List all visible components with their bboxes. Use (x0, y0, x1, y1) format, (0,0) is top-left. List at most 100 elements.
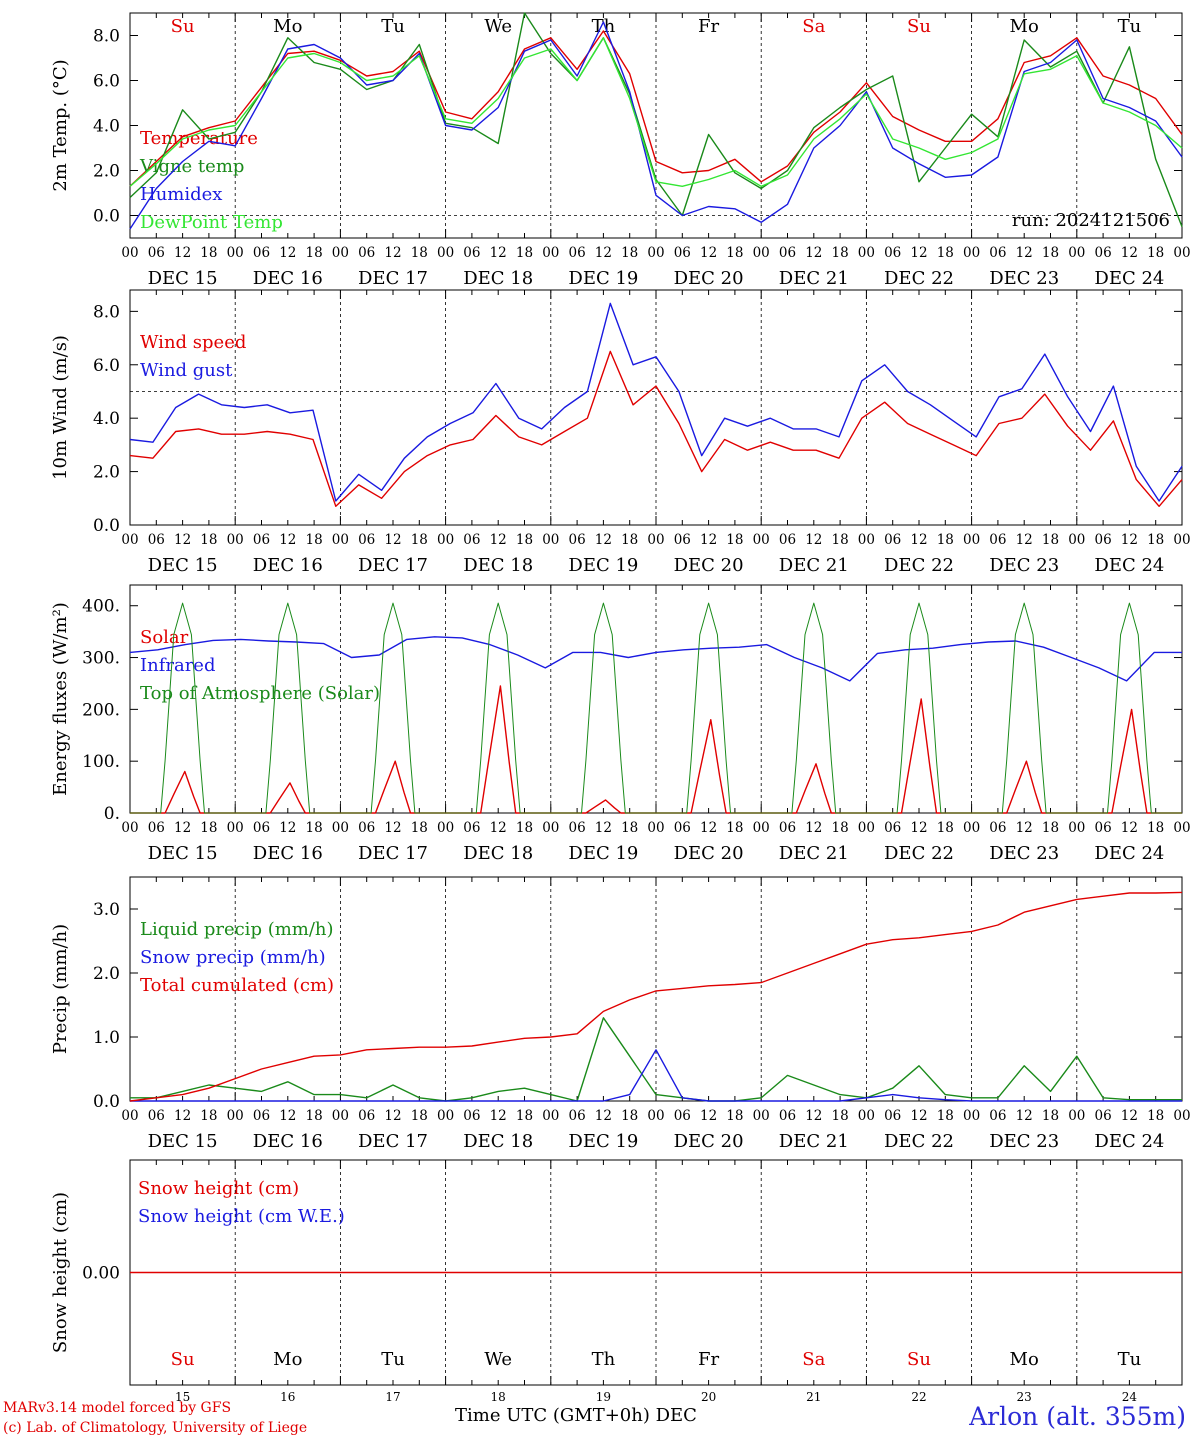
hour-tick-label: 00 (332, 820, 349, 836)
hour-tick-label: 18 (516, 245, 533, 261)
date-label: DEC 21 (779, 555, 849, 576)
hour-tick-label: 12 (279, 1108, 296, 1124)
hour-tick-label: 00 (121, 1108, 138, 1124)
date-label: DEC 22 (884, 843, 954, 864)
hour-tick-label: 18 (1147, 1108, 1164, 1124)
y-tick-label: 300. (82, 649, 120, 669)
hour-tick-label: 18 (832, 820, 849, 836)
hour-tick-label: 00 (963, 532, 980, 548)
hour-tick-label: 00 (121, 820, 138, 836)
hour-tick-label: 00 (753, 1108, 770, 1124)
y-tick-label: 1.0 (93, 1028, 120, 1048)
date-label: DEC 15 (148, 843, 218, 864)
date-label: DEC 17 (358, 1131, 428, 1152)
hour-tick-label: 12 (490, 820, 507, 836)
hour-tick-label: 12 (595, 532, 612, 548)
hour-tick-label: 06 (884, 820, 901, 836)
hour-tick-label: 06 (779, 245, 796, 261)
hour-tick-label: 00 (332, 245, 349, 261)
hour-tick-label: 06 (253, 245, 270, 261)
y-tick-label: 2.0 (93, 162, 120, 182)
hour-tick-label: 06 (989, 820, 1006, 836)
hour-tick-label: 00 (121, 532, 138, 548)
day-number-label: 20 (701, 1390, 716, 1404)
hour-tick-label: 18 (937, 1108, 954, 1124)
day-number-label: 15 (175, 1390, 190, 1404)
date-label: DEC 18 (463, 268, 533, 289)
date-label: DEC 23 (989, 1131, 1059, 1152)
hour-tick-label: 00 (437, 820, 454, 836)
y-tick-label: 0.0 (93, 516, 120, 536)
hour-tick-label: 12 (805, 820, 822, 836)
weekday-label: Su (907, 16, 931, 37)
hour-tick-label: 06 (358, 532, 375, 548)
weekday-label: Mo (1010, 1349, 1039, 1370)
hour-tick-label: 00 (542, 532, 559, 548)
day-number-label: 18 (491, 1390, 506, 1404)
date-label: DEC 20 (674, 843, 744, 864)
hour-tick-label: 00 (753, 245, 770, 261)
y-tick-label: 3.0 (93, 900, 120, 920)
y-tick-label: 0.00 (82, 1264, 120, 1284)
series-line-0-3 (129, 37, 1183, 188)
hour-tick-label: 18 (1042, 1108, 1059, 1124)
hour-tick-label: 18 (411, 820, 428, 836)
hour-tick-label: 12 (1121, 532, 1138, 548)
hour-tick-label: 00 (1068, 1108, 1085, 1124)
date-label: DEC 15 (148, 268, 218, 289)
weekday-label: Tu (381, 16, 405, 37)
hour-tick-label: 06 (884, 1108, 901, 1124)
day-number-label: 17 (385, 1390, 400, 1404)
legend-label: DewPoint Temp (140, 212, 283, 233)
hour-tick-label: 18 (306, 532, 323, 548)
date-label: DEC 23 (989, 555, 1059, 576)
weekday-label: Th (592, 1349, 616, 1370)
hour-tick-label: 00 (647, 245, 664, 261)
hour-tick-label: 00 (1068, 245, 1085, 261)
hour-tick-label: 18 (516, 820, 533, 836)
date-label: DEC 16 (253, 843, 323, 864)
hour-tick-label: 00 (753, 820, 770, 836)
hour-tick-label: 12 (174, 1108, 191, 1124)
hour-tick-label: 06 (1095, 820, 1112, 836)
station-name: Arlon (alt. 355m) (969, 1402, 1186, 1431)
hour-tick-label: 18 (621, 1108, 638, 1124)
weekday-label: Tu (1118, 1349, 1142, 1370)
legend-label: Wind gust (140, 360, 233, 381)
hour-tick-label: 18 (306, 245, 323, 261)
date-label: DEC 15 (148, 1131, 218, 1152)
hour-tick-label: 12 (1016, 532, 1033, 548)
hour-tick-label: 18 (200, 245, 217, 261)
hour-tick-label: 12 (384, 532, 401, 548)
hour-tick-label: 12 (1016, 820, 1033, 836)
hour-tick-label: 00 (542, 1108, 559, 1124)
hour-tick-label: 06 (463, 532, 480, 548)
hour-tick-label: 18 (1147, 245, 1164, 261)
hour-tick-label: 18 (621, 532, 638, 548)
hour-tick-label: 00 (542, 245, 559, 261)
y-tick-label: 8.0 (93, 302, 120, 322)
hour-tick-label: 00 (647, 1108, 664, 1124)
hour-tick-label: 06 (569, 1108, 586, 1124)
hour-tick-label: 06 (253, 532, 270, 548)
weekday-label: We (484, 16, 512, 37)
hour-tick-label: 00 (1068, 532, 1085, 548)
date-label: DEC 19 (568, 268, 638, 289)
date-label: DEC 19 (568, 1131, 638, 1152)
y-tick-label: 100. (82, 752, 120, 772)
hour-tick-label: 00 (437, 532, 454, 548)
hour-tick-label: 06 (779, 532, 796, 548)
hour-tick-label: 00 (227, 820, 244, 836)
date-label: DEC 15 (148, 555, 218, 576)
legend-label: Humidex (140, 184, 222, 205)
date-label: DEC 24 (1094, 1131, 1164, 1152)
weekday-label: Su (171, 16, 195, 37)
weekday-label: Sa (802, 1349, 825, 1370)
hour-tick-label: 12 (174, 245, 191, 261)
series-line-0-2 (129, 21, 1183, 230)
weekday-label: Fr (698, 16, 719, 37)
hour-tick-label: 00 (227, 1108, 244, 1124)
y-tick-label: 6.0 (93, 72, 120, 92)
plot-frame-0 (129, 12, 1183, 239)
hour-tick-label: 06 (253, 1108, 270, 1124)
